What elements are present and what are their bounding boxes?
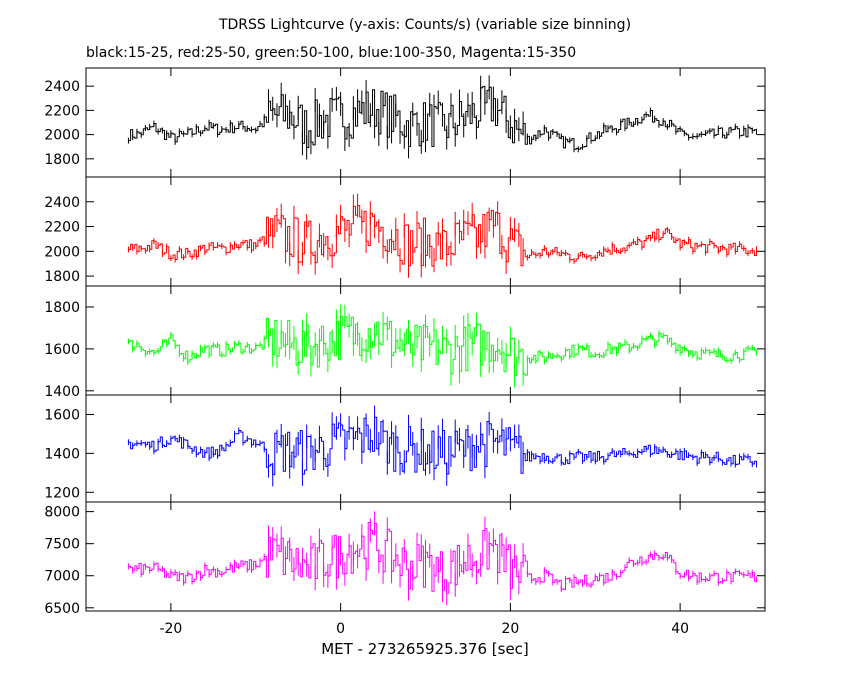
y-tick-label: 7000 (44, 569, 80, 585)
x-tick-label: 40 (671, 621, 689, 637)
y-tick-label: 1600 (44, 342, 80, 358)
panel-frame (85, 501, 766, 612)
y-tick-label: 1200 (44, 485, 80, 501)
y-tick-label: 2000 (44, 128, 80, 144)
series-25-50-line (128, 205, 757, 267)
series-15-25-line (128, 85, 757, 150)
y-tick-label: 2400 (44, 79, 80, 95)
chart-title: TDRSS Lightcurve (y-axis: Counts/s) (var… (218, 17, 632, 33)
chart-subtitle: black:15-25, red:25-50, green:50-100, bl… (86, 45, 577, 61)
y-tick-label: 8000 (44, 505, 80, 521)
y-tick-label: 2200 (44, 103, 80, 119)
y-tick-label: 6500 (44, 601, 80, 617)
x-tick-label: -20 (159, 621, 182, 637)
y-tick-label: 2400 (44, 195, 80, 211)
x-tick-label: 20 (501, 621, 519, 637)
y-tick-label: 7500 (44, 537, 80, 553)
series-15-350-line (128, 522, 757, 594)
y-tick-label: 1800 (44, 269, 80, 285)
y-tick-label: 1800 (44, 152, 80, 168)
x-tick-label: 0 (336, 621, 345, 637)
y-tick-label: 1400 (44, 384, 80, 400)
series-50-100-line (128, 316, 757, 377)
x-axis-label: MET - 273265925.376 [sec] (321, 640, 529, 658)
panel-frame (85, 285, 766, 396)
y-tick-label: 2000 (44, 244, 80, 260)
y-tick-label: 1600 (44, 407, 80, 423)
series-100-350-line (128, 416, 757, 476)
y-tick-label: 1800 (44, 300, 80, 316)
y-tick-label: 1400 (44, 446, 80, 462)
y-tick-label: 2200 (44, 220, 80, 236)
